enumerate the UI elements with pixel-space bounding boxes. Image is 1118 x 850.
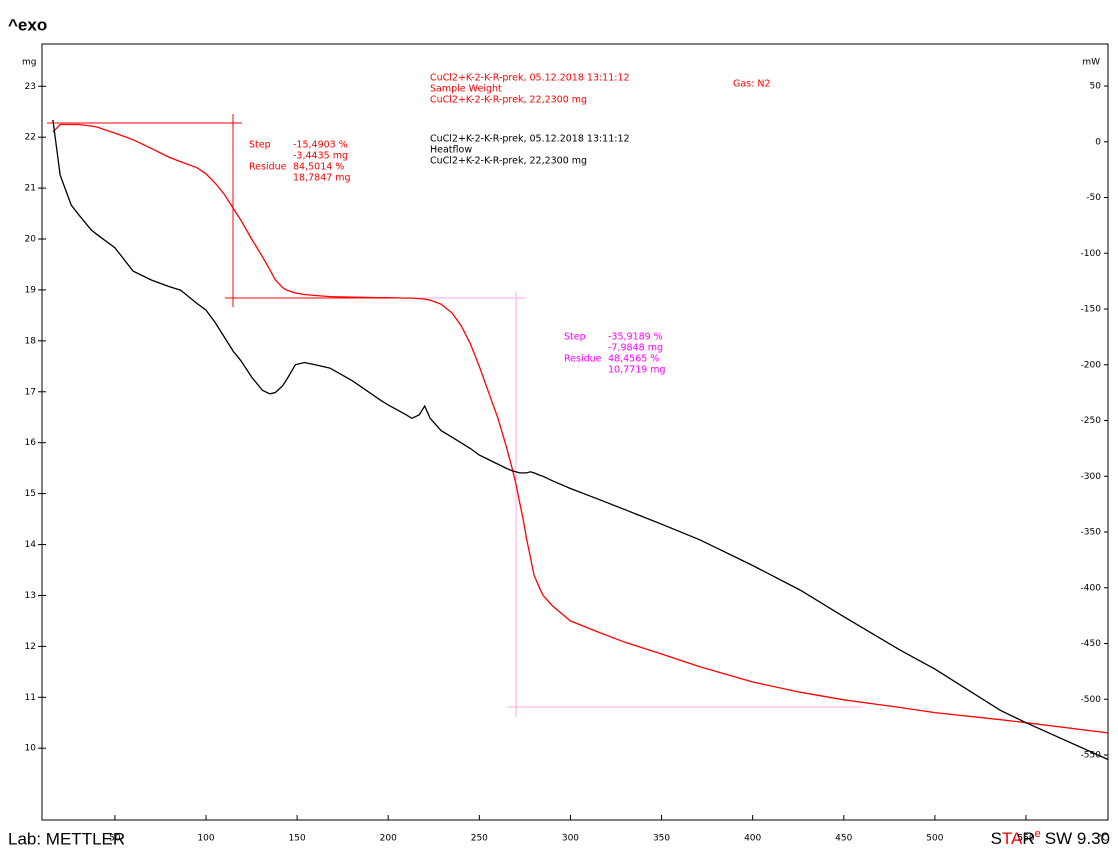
step-value: -35,9189 % — [608, 332, 663, 343]
y-tick-label: 21 — [25, 184, 36, 194]
x-axis-label: °C — [1097, 834, 1108, 844]
y2-axis-label: mW — [1082, 58, 1100, 68]
y2-tick-label: -350 — [1081, 528, 1102, 538]
info-line: CuCl2+K-2-K-R-prek, 22,2300 mg — [430, 156, 587, 167]
info-line: CuCl2+K-2-K-R-prek, 05.12.2018 13:11:12 — [430, 73, 630, 84]
step-value: 18,7847 mg — [293, 173, 351, 184]
y2-tick-label: -400 — [1081, 583, 1102, 593]
x-tick-label: 550 — [1017, 834, 1034, 844]
y-tick-label: 19 — [25, 285, 37, 295]
step-value: -7,9848 mg — [608, 343, 663, 354]
y-axis-label: mg — [22, 58, 36, 68]
y2-tick-label: 50 — [1090, 82, 1102, 92]
x-tick-label: 150 — [289, 834, 306, 844]
step-label: Step — [564, 332, 586, 343]
step-lines — [47, 114, 862, 717]
y-tick-label: 16 — [25, 438, 37, 448]
y-tick-label: 23 — [25, 82, 36, 92]
x-tick-label: 450 — [835, 834, 852, 844]
brand: S — [991, 829, 1002, 848]
x-tick-label: 250 — [471, 834, 488, 844]
y-tick-label: 20 — [25, 235, 37, 245]
info-line: CuCl2+K-2-K-R-prek, 22,2300 mg — [430, 95, 587, 106]
y-tick-label: 17 — [25, 387, 36, 397]
step-value: -3,4435 mg — [293, 151, 348, 162]
info-line: Heatflow — [430, 145, 472, 156]
brand: R — [1022, 829, 1034, 848]
x-tick-label: 200 — [380, 834, 397, 844]
y2-tick-label: -450 — [1081, 639, 1102, 649]
x-tick-label: 500 — [926, 834, 943, 844]
y-tick-label: 22 — [25, 133, 36, 143]
lab-label: Lab: METTLER — [8, 829, 125, 848]
series-line — [52, 119, 1109, 761]
y-tick-label: 15 — [25, 489, 36, 499]
y-tick-label: 10 — [25, 744, 37, 754]
x-tick-label: 50 — [109, 834, 121, 844]
y-tick-label: 14 — [25, 540, 37, 550]
y2-tick-label: -250 — [1081, 416, 1102, 426]
brand-sup: e — [1035, 828, 1041, 840]
y2-tick-label: -150 — [1081, 305, 1102, 315]
exo-label: ^exo — [8, 15, 47, 34]
software-label: STARe SW 9.30 — [991, 828, 1110, 849]
step-value: 48,4565 % — [608, 354, 659, 365]
step-label: Step — [249, 140, 271, 151]
plot-frame — [41, 43, 1109, 821]
step-label: Residue — [249, 162, 287, 173]
y2-tick-label: -500 — [1081, 695, 1102, 705]
step-value: 84,5014 % — [293, 162, 344, 173]
gas-label: Gas: N2 — [733, 79, 771, 90]
y2-tick-label: -200 — [1081, 360, 1102, 370]
step-value: -15,4903 % — [293, 140, 348, 151]
y2-tick-label: -300 — [1081, 472, 1102, 482]
y-tick-label: 11 — [25, 693, 36, 703]
x-tick-label: 350 — [653, 834, 670, 844]
y-tick-label: 13 — [25, 591, 36, 601]
info-line: CuCl2+K-2-K-R-prek, 05.12.2018 13:11:12 — [430, 134, 630, 145]
x-tick-label: 300 — [562, 834, 579, 844]
y2-tick-label: 0 — [1095, 137, 1101, 147]
y2-tick-label: -50 — [1086, 193, 1101, 203]
x-tick-label: 100 — [197, 834, 214, 844]
info-line: Sample Weight — [430, 84, 502, 95]
brand: TA — [1002, 829, 1023, 848]
x-tick-label: 400 — [744, 834, 761, 844]
version: SW 9.30 — [1045, 829, 1110, 848]
step-label: Residue — [564, 354, 602, 365]
series-line — [52, 123, 1109, 734]
y-tick-label: 12 — [25, 642, 36, 652]
y2-tick-label: -100 — [1081, 249, 1102, 259]
y2-tick-label: -550 — [1081, 750, 1102, 760]
y-tick-label: 18 — [25, 336, 37, 346]
step-value: 10,7719 mg — [608, 365, 666, 376]
